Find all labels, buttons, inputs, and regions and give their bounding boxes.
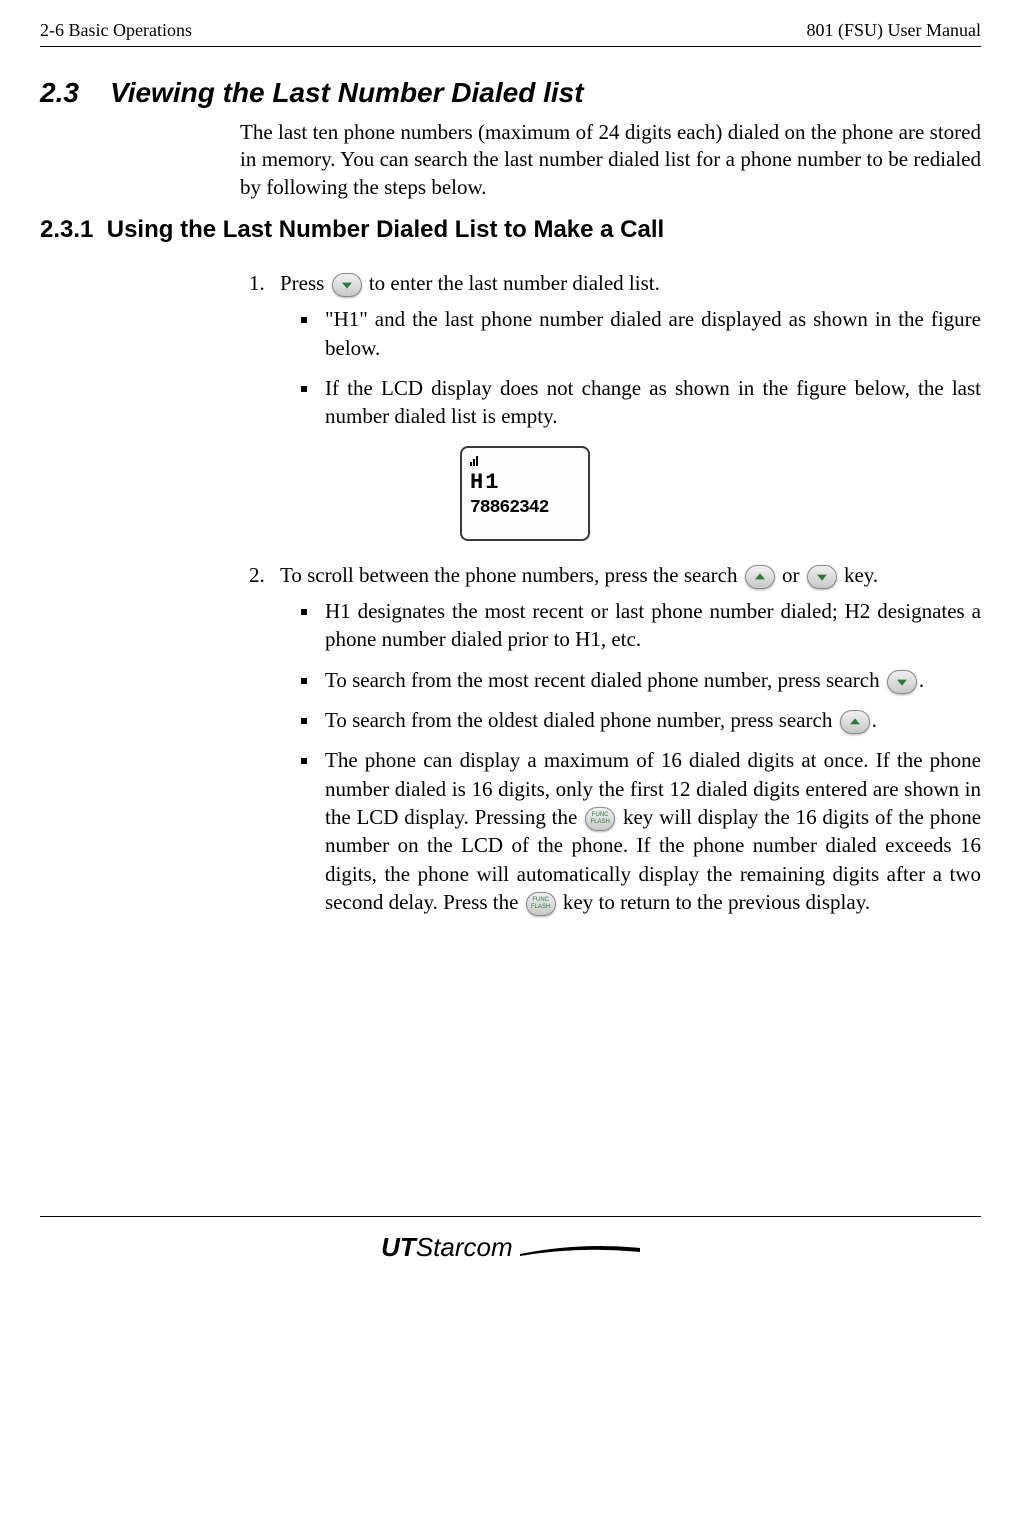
- steps-block: Press to enter the last number dialed li…: [240, 269, 981, 917]
- step2-suffix: key.: [844, 563, 878, 587]
- func-flash-key-icon: FUNC FLASH: [526, 892, 556, 916]
- down-arrow-icon: [807, 565, 837, 589]
- lcd-display-figure: H1 78862342: [460, 446, 590, 541]
- header-divider: [40, 46, 981, 47]
- lcd-signal-icon: [470, 454, 580, 470]
- step2-b4-part3: key to return to the previous display.: [563, 890, 870, 914]
- subsection-number: 2.3.1: [40, 216, 93, 243]
- step2-prefix: To scroll between the phone numbers, pre…: [280, 563, 737, 587]
- footer-divider: [40, 1216, 981, 1217]
- footer-logo: UTStarcom: [40, 1232, 981, 1293]
- section-heading: 2.3 Viewing the Last Number Dialed list: [40, 77, 981, 109]
- section-number: 2.3: [40, 77, 79, 108]
- step1-prefix: Press: [280, 271, 324, 295]
- up-arrow-icon: [840, 710, 870, 734]
- step2-bullet-4: The phone can display a maximum of 16 di…: [320, 746, 981, 916]
- func-label-bottom: FLASH: [590, 819, 609, 826]
- step2-b2-prefix: To search from the most recent dialed ph…: [325, 668, 880, 692]
- func-label-top: FUNC: [592, 812, 609, 819]
- step2-b3-suffix: .: [872, 708, 877, 732]
- step1-bullet-2: If the LCD display does not change as sh…: [320, 374, 981, 431]
- page-container: 2-6 Basic Operations 801 (FSU) User Manu…: [0, 0, 1021, 1313]
- header-right: 801 (FSU) User Manual: [807, 20, 981, 41]
- func-label-bottom-2: FLASH: [531, 904, 550, 911]
- subsection-title-text: Using the Last Number Dialed List to Mak…: [107, 216, 664, 243]
- logo-starcom: Starcom: [416, 1232, 513, 1262]
- step1-bullet-1: "H1" and the last phone number dialed ar…: [320, 305, 981, 362]
- step2-mid: or: [782, 563, 800, 587]
- page-header: 2-6 Basic Operations 801 (FSU) User Manu…: [40, 20, 981, 41]
- subsection-heading: 2.3.1 Using the Last Number Dialed List …: [40, 216, 981, 244]
- section-title-text: Viewing the Last Number Dialed list: [110, 77, 584, 108]
- step-1: Press to enter the last number dialed li…: [270, 269, 981, 541]
- down-arrow-icon: [332, 273, 362, 297]
- logo-swoosh-icon: [520, 1246, 640, 1256]
- down-arrow-icon: [887, 670, 917, 694]
- step2-bullet-3: To search from the oldest dialed phone n…: [320, 706, 981, 734]
- up-arrow-icon: [745, 565, 775, 589]
- step2-b3-prefix: To search from the oldest dialed phone n…: [325, 708, 832, 732]
- step2-b2-suffix: .: [919, 668, 924, 692]
- step-2: To scroll between the phone numbers, pre…: [270, 561, 981, 917]
- step1-suffix: to enter the last number dialed list.: [369, 271, 660, 295]
- header-left: 2-6 Basic Operations: [40, 20, 192, 41]
- lcd-line1: H1: [470, 470, 580, 496]
- step1-bullets: "H1" and the last phone number dialed ar…: [280, 305, 981, 430]
- func-flash-key-icon: FUNC FLASH: [585, 807, 615, 831]
- section-intro: The last ten phone numbers (maximum of 2…: [240, 119, 981, 201]
- step2-bullet-1: H1 designates the most recent or last ph…: [320, 597, 981, 654]
- numbered-list: Press to enter the last number dialed li…: [240, 269, 981, 917]
- step2-bullet-2: To search from the most recent dialed ph…: [320, 666, 981, 694]
- lcd-line2: 78862342: [470, 496, 580, 520]
- step2-bullets: H1 designates the most recent or last ph…: [280, 597, 981, 916]
- func-label-top-2: FUNC: [532, 897, 549, 904]
- logo-ut: UT: [381, 1232, 416, 1262]
